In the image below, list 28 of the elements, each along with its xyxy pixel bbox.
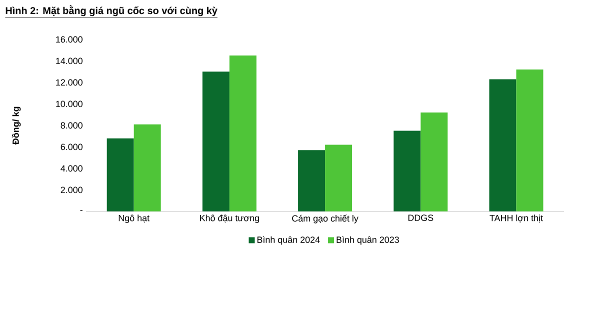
x-tick-label: Khô đậu tương: [200, 214, 259, 223]
y-tick-label: -: [80, 210, 82, 211]
bar: [325, 144, 352, 212]
y-tick-label: 2.000: [60, 186, 83, 194]
bar: [298, 150, 326, 212]
y-tick-label: 6.000: [60, 144, 83, 150]
y-tick-label: 14.000: [56, 58, 83, 64]
x-tick-label: DDGS: [408, 214, 434, 221]
chart-title: Hình 2: Mặt bằng giá ngũ cốc so với cùng kỳ: [6, 5, 218, 16]
legend-label: Bình quân 2024: [257, 236, 320, 245]
x-tick-label: Ngô hạt: [118, 214, 150, 223]
x-tick-label: TAHH lợn thịt: [490, 214, 543, 222]
bar: [489, 79, 516, 212]
legend-label: Bình quân 2023: [336, 236, 399, 245]
bar: [420, 112, 448, 212]
y-tick-label: 16.000: [56, 36, 83, 43]
y-tick-label: 4.000: [60, 165, 83, 172]
x-tick-label: Cám gạo chiết ly: [292, 214, 358, 224]
bar: [106, 138, 134, 212]
y-tick-label: 10.000: [56, 100, 83, 108]
bar: [202, 72, 230, 212]
bar: [516, 70, 544, 212]
y-tick-label: 12.000: [56, 79, 83, 86]
bar: [229, 56, 256, 212]
y-axis-title: Đồng/ kg: [12, 106, 21, 145]
y-tick-label: 8.000: [60, 122, 83, 129]
bar: [134, 124, 161, 212]
bar: [394, 130, 421, 212]
